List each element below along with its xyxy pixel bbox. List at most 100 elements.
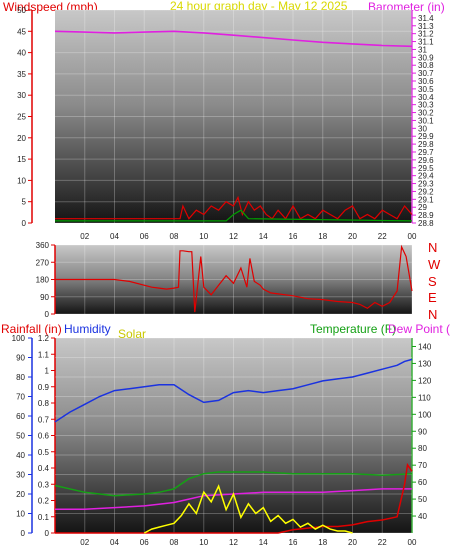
rainfall-tick-label: 0.2 (38, 497, 50, 506)
rainfall-tick-label: 0.4 (38, 464, 50, 473)
x-tick-label: 18 (318, 232, 327, 241)
barometer-tick-label: 29 (418, 203, 427, 212)
barometer-tick-label: 31.4 (418, 14, 434, 23)
rainfall-axis-title: Rainfall (in) (1, 322, 62, 336)
x-tick-label: 10 (199, 538, 208, 547)
x-tick-label: 20 (348, 538, 357, 547)
humidity-tick-label: 30 (16, 471, 25, 480)
windspeed-tick-label: 30 (17, 91, 26, 100)
barometer-tick-label: 31.3 (418, 22, 434, 31)
wind-barometer-plot-area (55, 10, 412, 223)
rain-humidity-plot-area (55, 338, 412, 533)
x-tick-label: 22 (378, 538, 387, 547)
x-tick-label: 08 (170, 232, 179, 241)
series-line-wind-direction (55, 244, 413, 313)
humidity-tick-label: 20 (16, 490, 25, 499)
barometer-tick-label: 29.1 (418, 195, 434, 204)
temperature-tick-label: 80 (418, 444, 427, 453)
temperature-tick-label: 60 (418, 478, 427, 487)
barometer-tick-label: 29.7 (418, 148, 434, 157)
direction-label-n-top: N (428, 240, 437, 255)
series-line-windspeed (55, 195, 413, 220)
temperature-tick-label: 100 (418, 410, 432, 419)
barometer-tick-label: 29.5 (418, 164, 434, 173)
barometer-tick-label: 30.6 (418, 77, 434, 86)
temperature-tick-label: 140 (418, 342, 432, 351)
solar-axis-title: Solar (118, 327, 146, 341)
barometer-tick-label: 30.8 (418, 61, 434, 70)
chart-marks: 02 04 06 08 10 12 14 16 18 20 22 000510152025303540… (12, 6, 434, 547)
dewpoint-axis-title: Dew Point ( (388, 322, 450, 336)
temperature-tick-label: 40 (418, 512, 427, 521)
direction-tick-label: 270 (36, 258, 50, 267)
barometer-tick-label: 30.9 (418, 53, 434, 62)
x-tick-label: 14 (259, 538, 268, 547)
direction-tick-label: 180 (36, 276, 50, 285)
x-tick-label: 22 (378, 232, 387, 241)
humidity-tick-label: 10 (16, 510, 25, 519)
x-tick-label: 10 (199, 232, 208, 241)
x-tick-label: 20 (348, 232, 357, 241)
x-tick-label: 04 (110, 232, 119, 241)
temperature-axis-title: Temperature (F) (310, 322, 396, 336)
direction-tick-label: 360 (36, 241, 50, 250)
windspeed-tick-label: 0 (22, 219, 27, 228)
barometer-tick-label: 31.2 (418, 30, 434, 39)
direction-label-e: E (428, 290, 437, 305)
windspeed-tick-label: 45 (17, 27, 26, 36)
series-line-solar (143, 484, 353, 534)
humidity-tick-label: 50 (16, 432, 25, 441)
windspeed-tick-label: 35 (17, 70, 26, 79)
barometer-tick-label: 29.4 (418, 172, 434, 181)
x-tick-label: 16 (289, 538, 298, 547)
rainfall-tick-label: 0.3 (38, 480, 50, 489)
windspeed-tick-label: 5 (22, 198, 27, 207)
direction-label-n-bottom: N (428, 307, 437, 322)
windspeed-tick-label: 20 (17, 134, 26, 143)
barometer-tick-label: 29.6 (418, 156, 434, 165)
temperature-tick-label: 70 (418, 461, 427, 470)
direction-label-w: W (428, 257, 441, 272)
series-line-wind-gust (55, 209, 413, 222)
series-line-barometer-in- (54, 30, 413, 48)
series-line-temperature-f- (54, 471, 413, 497)
barometer-tick-label: 29.9 (418, 132, 434, 141)
barometer-tick-label: 30.1 (418, 116, 434, 125)
humidity-tick-label: 70 (16, 393, 25, 402)
barometer-tick-label: 29.8 (418, 140, 434, 149)
windspeed-tick-label: 10 (17, 176, 26, 185)
barometer-tick-label: 30.3 (418, 101, 434, 110)
barometer-tick-label: 30.7 (418, 69, 434, 78)
windspeed-tick-label: 40 (17, 49, 26, 58)
x-tick-label: 02 (80, 538, 89, 547)
barometer-tick-label: 30.4 (418, 93, 434, 102)
humidity-tick-label: 60 (16, 412, 25, 421)
rainfall-tick-label: 0.1 (38, 513, 50, 522)
rainfall-tick-label: 0.6 (38, 432, 50, 441)
barometer-tick-label: 31.1 (418, 38, 434, 47)
series-line-dew-point (55, 488, 412, 511)
direction-label-s: S (428, 274, 437, 289)
barometer-tick-label: 29.2 (418, 187, 434, 196)
windspeed-tick-label: 15 (17, 155, 26, 164)
rainfall-tick-label: 1.1 (38, 350, 50, 359)
rainfall-tick-label: 0.9 (38, 383, 50, 392)
temperature-tick-label: 130 (418, 359, 432, 368)
direction-tick-label: 0 (45, 310, 50, 319)
x-tick-label: 12 (229, 232, 238, 241)
barometer-tick-label: 30.5 (418, 85, 434, 94)
barometer-tick-label: 29.3 (418, 180, 434, 189)
x-tick-label: 06 (140, 232, 149, 241)
temperature-tick-label: 120 (418, 376, 432, 385)
x-tick-label: 12 (229, 538, 238, 547)
x-tick-label: 00 (408, 538, 417, 547)
x-tick-label: 18 (318, 538, 327, 547)
windspeed-tick-label: 25 (17, 113, 26, 122)
rainfall-tick-label: 0.8 (38, 399, 50, 408)
barometer-tick-label: 30.2 (418, 109, 434, 118)
barometer-tick-label: 28.8 (418, 219, 434, 228)
rainfall-tick-label: 0.5 (38, 448, 50, 457)
rainfall-tick-label: 0.7 (38, 415, 50, 424)
rainfall-tick-label: 1.2 (38, 334, 50, 343)
